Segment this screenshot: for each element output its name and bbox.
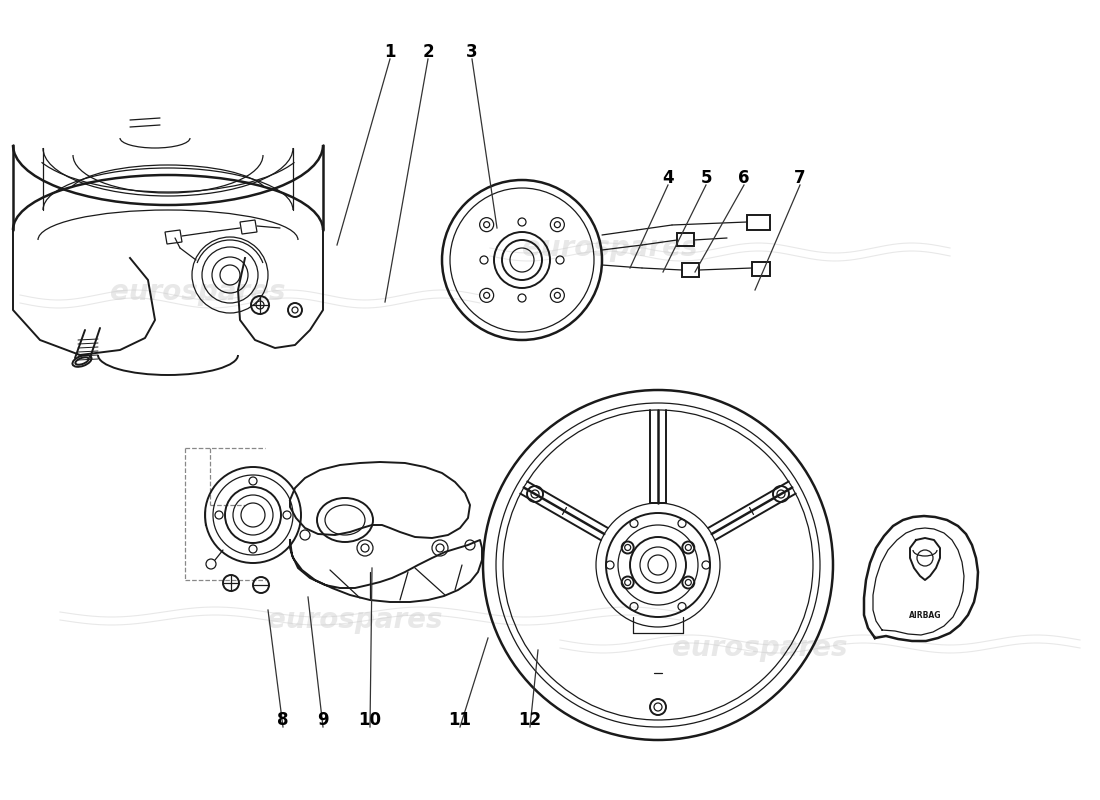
Text: 7: 7 [794, 169, 806, 187]
Text: 11: 11 [449, 711, 472, 729]
Text: eurospares: eurospares [110, 278, 286, 306]
Text: 1: 1 [384, 43, 396, 61]
Text: 2: 2 [422, 43, 433, 61]
Text: 3: 3 [466, 43, 477, 61]
Text: 12: 12 [518, 711, 541, 729]
Text: 6: 6 [738, 169, 750, 187]
Text: AIRBAG: AIRBAG [909, 610, 942, 619]
Text: 4: 4 [662, 169, 674, 187]
Text: 8: 8 [277, 711, 288, 729]
Text: 10: 10 [359, 711, 382, 729]
Text: eurospares: eurospares [672, 634, 848, 662]
Text: eurospares: eurospares [522, 234, 697, 262]
Text: 9: 9 [317, 711, 329, 729]
Text: eurospares: eurospares [267, 606, 442, 634]
Text: 5: 5 [701, 169, 712, 187]
